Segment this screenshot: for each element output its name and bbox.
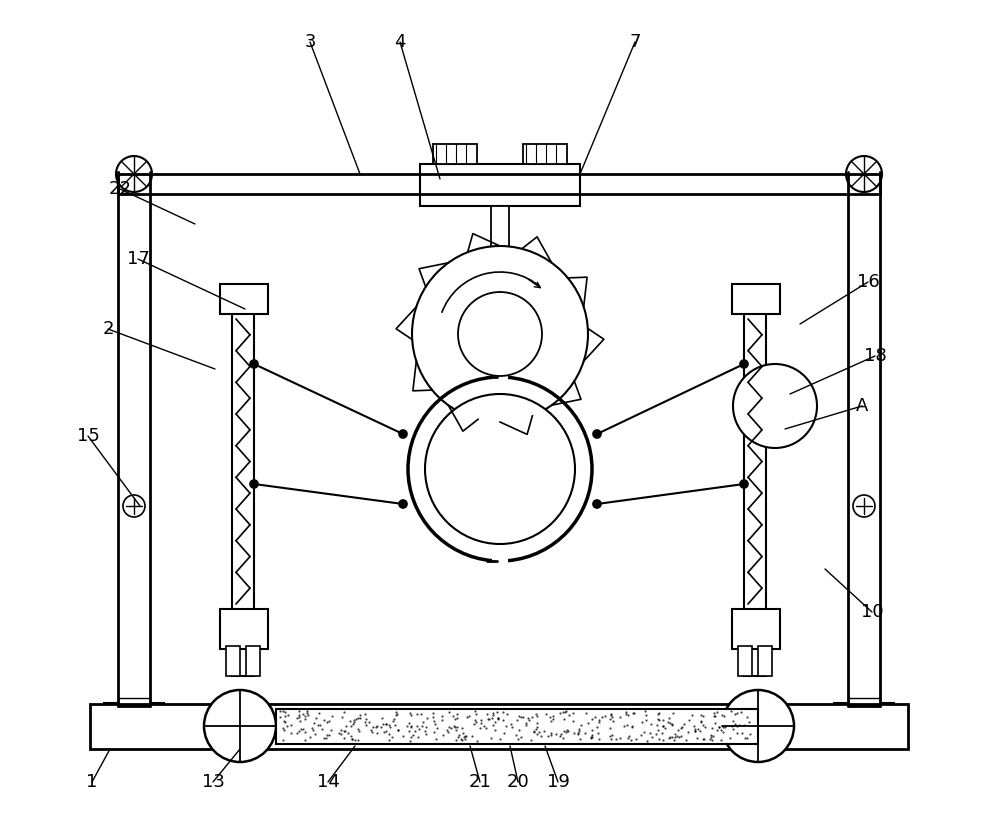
Circle shape: [722, 690, 794, 762]
Text: 4: 4: [394, 33, 406, 51]
Bar: [848, 698, 880, 706]
Text: 14: 14: [317, 773, 339, 791]
Circle shape: [250, 480, 258, 488]
Circle shape: [204, 690, 276, 762]
Circle shape: [399, 430, 407, 438]
Bar: [246, 646, 260, 676]
Text: 17: 17: [127, 250, 149, 268]
Text: 7: 7: [629, 33, 641, 51]
Bar: [834, 703, 894, 731]
Bar: [220, 284, 268, 314]
Circle shape: [250, 360, 258, 368]
Circle shape: [425, 394, 575, 544]
Circle shape: [846, 156, 882, 192]
Bar: [276, 709, 758, 744]
Bar: [842, 729, 886, 749]
Circle shape: [740, 360, 748, 368]
Circle shape: [733, 364, 817, 448]
Bar: [232, 286, 254, 676]
Bar: [732, 609, 780, 649]
Bar: [523, 144, 567, 164]
Circle shape: [116, 156, 152, 192]
Bar: [226, 646, 240, 676]
Text: 3: 3: [304, 33, 316, 51]
Text: 20: 20: [507, 773, 529, 791]
Bar: [744, 286, 766, 676]
Text: 10: 10: [861, 603, 883, 621]
Bar: [104, 703, 164, 731]
Bar: [118, 698, 150, 706]
Circle shape: [412, 246, 588, 422]
Bar: [433, 144, 477, 164]
Text: 1: 1: [86, 773, 98, 791]
Bar: [738, 646, 752, 676]
Bar: [220, 609, 268, 649]
Bar: [112, 729, 156, 749]
Text: 13: 13: [202, 773, 224, 791]
Circle shape: [593, 430, 601, 438]
Text: 19: 19: [547, 773, 569, 791]
Circle shape: [593, 500, 601, 508]
Bar: [491, 206, 509, 251]
Circle shape: [853, 495, 875, 517]
Bar: [758, 646, 772, 676]
Bar: [90, 704, 908, 749]
Circle shape: [399, 500, 407, 508]
Circle shape: [458, 292, 542, 376]
Circle shape: [740, 480, 748, 488]
Text: 16: 16: [857, 273, 879, 291]
Text: 2: 2: [102, 320, 114, 338]
Text: 18: 18: [864, 347, 886, 365]
Bar: [732, 284, 780, 314]
Circle shape: [123, 495, 145, 517]
Text: 21: 21: [469, 773, 491, 791]
Text: A: A: [856, 397, 868, 415]
Text: 15: 15: [77, 427, 99, 445]
Text: 22: 22: [108, 180, 132, 198]
Bar: [420, 164, 580, 206]
